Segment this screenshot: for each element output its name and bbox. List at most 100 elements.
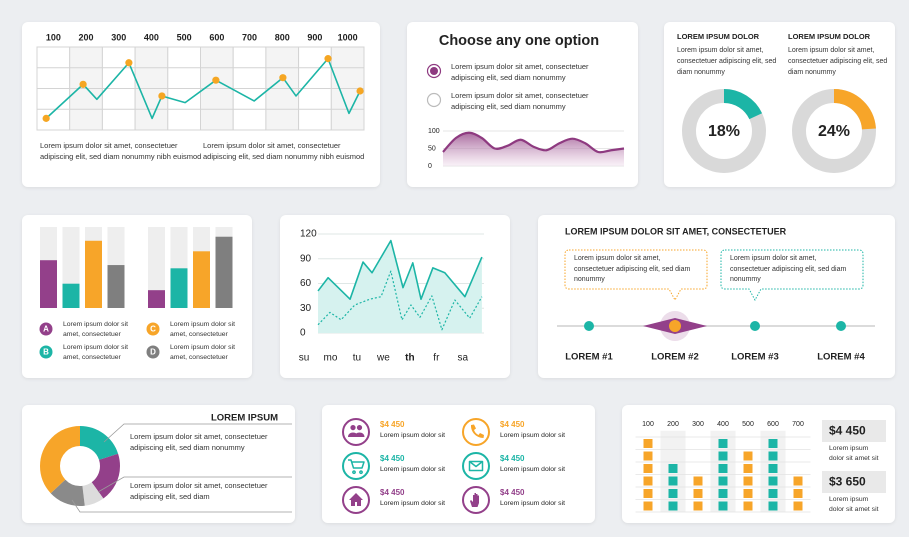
x-tick-label: th: [405, 353, 414, 364]
card: [664, 22, 895, 187]
card-title: LOREM IPSUM DOLOR SIT AMET, CONSECTETUER: [565, 226, 787, 236]
dot-square: [718, 439, 728, 448]
callout-box: [564, 249, 708, 302]
icon-ring: [462, 418, 490, 446]
dot-square: [743, 451, 753, 461]
bar: [170, 268, 188, 308]
legend-badge: [39, 322, 53, 336]
dot-square: [668, 476, 678, 486]
radio-button[interactable]: [426, 92, 442, 108]
line: [45, 57, 361, 120]
x-tick-label: 700: [242, 32, 257, 42]
icon-ring: [342, 452, 370, 480]
step-dot: [669, 320, 681, 332]
dot-square: [793, 501, 803, 511]
paragraph: Lorem ipsum dolor sit amet, consectetuer: [63, 321, 128, 338]
line: [442, 131, 625, 154]
stat-value: $4 450: [500, 420, 525, 429]
x-tick-label: 300: [692, 421, 704, 428]
marker: [42, 114, 50, 122]
dot-column: [693, 476, 703, 511]
marker: [212, 76, 220, 84]
marker: [79, 80, 87, 88]
legend-badge: [146, 345, 160, 359]
paragraph[interactable]: Lorem ipsum dolor sit amet, consectetuer…: [451, 62, 589, 82]
paragraph: Lorem ipsum dolor sit amet sit: [829, 445, 879, 462]
dot-square: [768, 476, 778, 486]
dot-square: [693, 501, 703, 511]
paragraph: Lorem ipsum dolor sit amet, consectetuer…: [203, 141, 365, 161]
stat-value: $4 450: [380, 420, 405, 429]
y-tick-label: 50: [428, 145, 436, 152]
x-tick-label: 700: [792, 421, 804, 428]
bar: [85, 240, 102, 308]
step-dot: [750, 321, 760, 331]
paragraph: Lorem ipsum dolor sit amet, consectetuer…: [677, 47, 777, 76]
y-tick-label: 60: [300, 278, 312, 289]
x-tick-label: 500: [742, 421, 754, 428]
step-label: LOREM #1: [565, 352, 613, 363]
dot-square: [768, 464, 778, 473]
x-tick-label: 900: [307, 32, 322, 42]
y-tick-label: 100: [428, 128, 440, 135]
dot-column: [793, 476, 803, 511]
radio-dot: [430, 67, 438, 75]
icon: [470, 493, 479, 507]
x-tick-label: 500: [177, 32, 192, 42]
dot-square: [768, 439, 778, 448]
line: [317, 270, 483, 331]
dot-square: [718, 451, 728, 461]
x-tick-label: 600: [767, 421, 779, 428]
donut-label: 18%: [708, 123, 740, 140]
donut-segment: [40, 426, 120, 506]
icon-ring: [342, 418, 370, 446]
x-tick-label: sa: [458, 353, 469, 364]
x-tick-label: 200: [79, 32, 94, 42]
icon: [349, 493, 363, 506]
dot-column: [718, 439, 728, 511]
legend-letter: C: [150, 325, 156, 334]
value: $4 450: [829, 424, 866, 438]
paragraph[interactable]: Lorem ipsum dolor sit amet, consectetuer…: [451, 91, 589, 111]
y-tick-label: 90: [300, 253, 312, 264]
x-tick-label: 800: [275, 32, 290, 42]
callout-box: [720, 249, 864, 302]
paragraph: Lorem ipsum dolor sit amet, consectetuer: [63, 344, 128, 361]
line: [317, 239, 483, 300]
x-tick-label: 100: [642, 421, 654, 428]
chart-title: LOREM IPSUM DOLOR: [788, 32, 871, 41]
leader-line: [97, 476, 292, 493]
stat-text: Lorem ipsum dolor sit: [500, 432, 565, 439]
marker: [324, 55, 332, 63]
legend-letter: A: [43, 325, 49, 334]
x-tick-label: we: [376, 353, 390, 364]
dot-square: [643, 439, 653, 448]
card: [322, 405, 595, 523]
dot-square: [668, 489, 678, 498]
marker: [158, 92, 166, 100]
step-dot: [836, 321, 846, 331]
x-tick-label: fr: [433, 353, 440, 364]
donut-segment: [40, 426, 120, 506]
bar: [107, 265, 125, 308]
y-tick-label: 120: [300, 229, 317, 240]
x-tick-label: mo: [324, 353, 338, 364]
dot-square: [693, 476, 703, 486]
x-tick-label: 1000: [338, 32, 358, 42]
icon: [470, 424, 484, 438]
dot-square: [718, 476, 728, 486]
dot-square: [793, 489, 803, 498]
stat-value: $4 450: [380, 488, 405, 497]
paragraph: Lorem ipsum dolor sit amet, consectetuer: [170, 321, 235, 338]
donut-segment: [40, 426, 120, 506]
leader-line: [103, 423, 292, 443]
value-box: [822, 471, 886, 493]
donut-arc: [682, 89, 766, 173]
step-label: LOREM #4: [817, 352, 865, 363]
donut-label: 24%: [818, 123, 850, 140]
paragraph: Lorem ipsum dolor sit amet, consectetuer…: [130, 481, 268, 501]
dot-square: [768, 501, 778, 511]
icon: [348, 459, 365, 475]
